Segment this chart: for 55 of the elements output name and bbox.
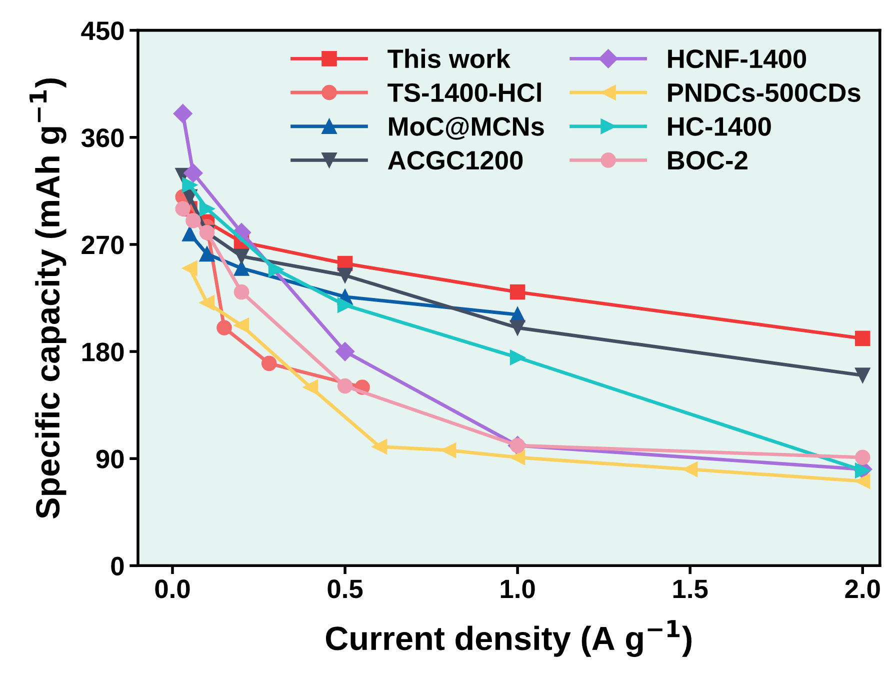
y-tick-label: 0 bbox=[111, 556, 124, 576]
x-tick-label: 1.0 bbox=[500, 580, 535, 598]
y-axis-title: Specific capacity (mAh g$^{−1}$) bbox=[30, 78, 66, 519]
y-tick-label: 180 bbox=[82, 342, 124, 362]
legend-label: MoC@MCNs bbox=[389, 116, 544, 140]
point bbox=[175, 201, 190, 216]
point bbox=[184, 164, 203, 183]
x-tick-label: 2.0 bbox=[845, 580, 880, 598]
point bbox=[173, 104, 192, 124]
point bbox=[337, 268, 353, 284]
point bbox=[854, 330, 870, 346]
y-tick-label: 270 bbox=[82, 236, 124, 254]
legend-label: HC-1400 bbox=[668, 117, 771, 136]
point bbox=[268, 262, 284, 278]
point bbox=[510, 284, 526, 300]
point bbox=[199, 201, 215, 216]
point bbox=[854, 474, 870, 489]
point bbox=[199, 246, 215, 262]
point bbox=[337, 378, 353, 394]
point bbox=[854, 450, 870, 466]
point bbox=[854, 368, 870, 383]
point bbox=[854, 462, 870, 478]
point bbox=[234, 284, 250, 300]
legend-label: ACGC1200 bbox=[388, 150, 523, 170]
point bbox=[182, 226, 198, 242]
point bbox=[216, 320, 232, 336]
y-tick-label: 90 bbox=[96, 450, 124, 468]
point bbox=[234, 318, 250, 333]
legend-label: BOC-2 bbox=[668, 150, 748, 170]
point bbox=[302, 380, 318, 395]
x-tick-label: 0.0 bbox=[155, 580, 190, 598]
point bbox=[510, 320, 526, 336]
x-tick-label: 0.5 bbox=[328, 580, 363, 598]
point bbox=[682, 462, 698, 477]
point bbox=[510, 450, 526, 466]
point bbox=[337, 297, 353, 313]
legend-label: TS-1400-HCl bbox=[388, 82, 541, 102]
x-tick-label: 1.5 bbox=[673, 580, 708, 598]
y-tick-label: 450 bbox=[81, 21, 124, 40]
point bbox=[234, 260, 250, 276]
point bbox=[182, 177, 198, 193]
x-axis-title: Current density (A g$^{−1}$) bbox=[326, 620, 692, 657]
legend-label: PNDCs-500CDs bbox=[668, 83, 860, 102]
y-tick-label: 360 bbox=[81, 128, 124, 148]
point bbox=[234, 248, 250, 264]
legend-label: This work bbox=[388, 48, 510, 68]
point bbox=[372, 439, 388, 454]
legend-label: HCNF-1400 bbox=[668, 49, 806, 68]
point bbox=[261, 356, 277, 372]
point bbox=[335, 342, 355, 362]
point bbox=[440, 442, 456, 458]
point bbox=[182, 260, 198, 276]
point bbox=[186, 213, 201, 228]
point bbox=[199, 295, 215, 310]
point bbox=[510, 350, 526, 366]
